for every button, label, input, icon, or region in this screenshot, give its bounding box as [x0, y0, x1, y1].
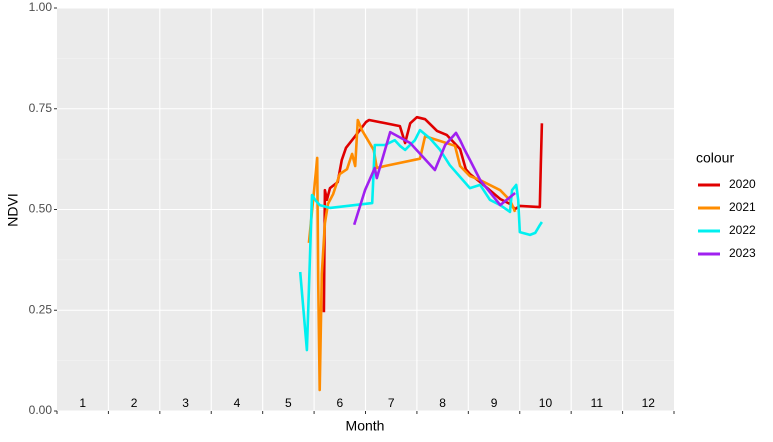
x-tick-label: 7	[388, 396, 395, 410]
x-tick-label: 12	[642, 396, 656, 410]
x-tick-label: 6	[336, 396, 343, 410]
legend-label: 2022	[729, 223, 756, 237]
y-tick-label: 0.75	[29, 101, 53, 115]
y-tick-label: 0.50	[29, 202, 53, 216]
y-tick-label: 1.00	[29, 0, 53, 14]
legend-title: colour	[696, 150, 734, 166]
x-axis-title: Month	[346, 418, 385, 434]
x-tick-label: 1	[79, 396, 86, 410]
legend-label: 2020	[729, 177, 756, 191]
series-line	[298, 128, 543, 352]
x-tick-label: 2	[131, 396, 138, 410]
y-tick-label: 0.25	[29, 302, 53, 316]
x-tick-label: 9	[491, 396, 498, 410]
x-tick-label: 11	[591, 396, 604, 410]
series-line	[352, 130, 516, 226]
y-axis-title: NDVI	[5, 193, 21, 226]
legend-label: 2023	[729, 246, 756, 260]
x-tick-label: 8	[439, 396, 446, 410]
x-tick-label: 5	[285, 396, 292, 410]
y-tick-label: 0.00	[29, 403, 53, 417]
legend-label: 2021	[729, 200, 756, 214]
series-line	[307, 118, 517, 392]
x-tick-label: 3	[182, 396, 189, 410]
x-tick-label: 10	[539, 396, 553, 410]
x-tick-label: 4	[234, 396, 241, 410]
